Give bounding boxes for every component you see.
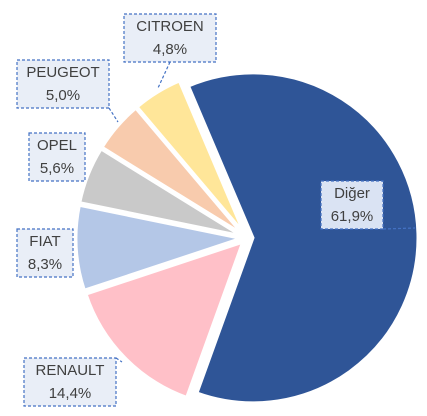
value-label: 5,0% <box>46 87 80 104</box>
leader-line <box>115 357 123 363</box>
pie-slice <box>77 146 243 238</box>
value-label: 61,9% <box>331 208 374 225</box>
leader-line <box>382 227 416 230</box>
pie-slice <box>84 239 246 400</box>
category-label: PEUGEOT <box>26 64 99 81</box>
value-label: 4,8% <box>153 41 187 58</box>
label-box <box>320 180 384 230</box>
category-label: FIAT <box>29 233 60 250</box>
label-box <box>28 132 86 182</box>
leader-line <box>108 107 119 123</box>
value-label: 8,3% <box>28 256 62 273</box>
category-label: RENAULT <box>36 362 105 379</box>
pie-slice <box>100 106 244 236</box>
category-label: CITROEN <box>136 18 204 35</box>
label-box <box>123 13 217 63</box>
label-box <box>23 357 117 407</box>
label-box <box>16 228 74 278</box>
category-label: OPEL <box>37 137 77 154</box>
value-label: 14,4% <box>49 385 92 402</box>
value-label: 5,6% <box>40 160 74 177</box>
pie-slice <box>186 71 420 405</box>
label-box <box>16 59 110 109</box>
pie-slice <box>135 79 246 234</box>
pie-slice <box>74 203 247 293</box>
leader-line <box>157 61 171 89</box>
category-label: Diğer <box>334 185 370 202</box>
